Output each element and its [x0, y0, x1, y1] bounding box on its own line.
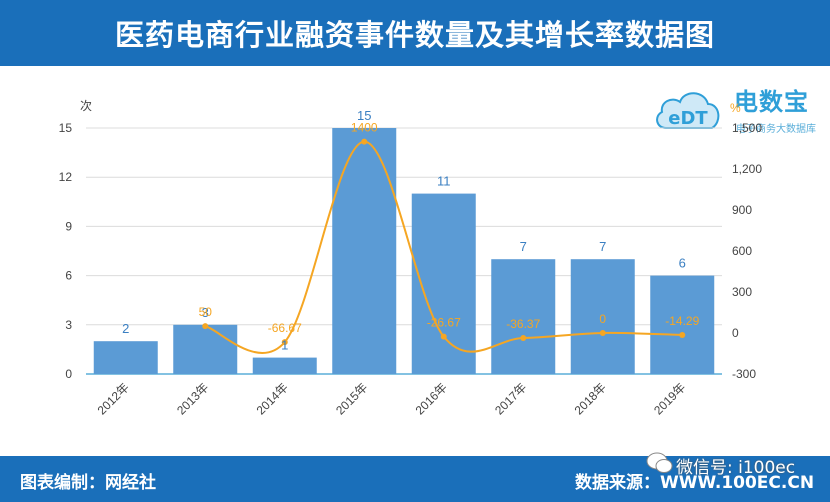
- bar-value-label: 6: [679, 256, 686, 271]
- y-right-tick-label: 1,200: [732, 162, 762, 176]
- bar: [411, 193, 476, 374]
- page-title: 医药电商行业融资事件数量及其增长率数据图: [114, 18, 715, 52]
- logo-brand: 电数宝: [734, 88, 809, 116]
- bar-value-label: 15: [357, 108, 371, 123]
- y-right-unit: %: [730, 101, 741, 115]
- y-left-unit: 次: [80, 99, 92, 113]
- line-value-label: 0: [599, 312, 606, 326]
- x-tick-label: 2018年: [572, 380, 609, 417]
- cloud-logo-icon: eDT: [656, 92, 720, 129]
- bar: [650, 275, 715, 374]
- logo-subtitle: 电子商务大数据库: [736, 124, 816, 135]
- logo-badge: eDT: [668, 108, 708, 129]
- bar-value-label: 2: [122, 321, 129, 336]
- line-value-label: -36.37: [506, 317, 540, 331]
- bar-value-label: 1: [281, 338, 288, 353]
- y-right-tick-label: 0: [732, 326, 739, 340]
- bar-value-label: 3: [202, 305, 209, 320]
- logo: eDT 电数宝 电子商务大数据库: [652, 78, 824, 138]
- bar: [252, 357, 317, 374]
- line-value-label: 1400: [351, 121, 378, 135]
- bar: [491, 259, 556, 374]
- x-tick-label: 2012年: [95, 380, 132, 417]
- y-left-tick-label: 15: [59, 121, 73, 135]
- line-value-label: -26.67: [427, 316, 461, 330]
- y-right-tick-label: -300: [732, 367, 756, 381]
- line-point: [679, 331, 686, 338]
- footer-source: 数据来源：WWW.100EC.CN: [575, 473, 815, 493]
- y-right-tick-label: 300: [732, 285, 752, 299]
- line-point: [281, 339, 288, 346]
- y-left-tick-label: 6: [65, 269, 72, 283]
- x-tick-label: 2019年: [651, 380, 688, 417]
- y-right-tick-label: 900: [732, 203, 752, 217]
- y-right-tick-label: 1,500: [732, 121, 762, 135]
- line-point: [361, 138, 368, 145]
- bar-value-label: 11: [437, 174, 451, 189]
- footer-credit: 图表编制：网经社: [20, 473, 156, 493]
- line-point: [520, 334, 527, 341]
- x-tick-label: 2013年: [174, 380, 211, 417]
- y-left-tick-label: 12: [59, 170, 73, 184]
- line-point: [202, 323, 209, 330]
- y-left-tick-label: 3: [65, 318, 72, 332]
- y-left-tick-label: 9: [65, 219, 72, 233]
- header-banner: 医药电商行业融资事件数量及其增长率数据图: [0, 0, 830, 66]
- x-tick-label: 2014年: [254, 380, 291, 417]
- line-value-label: -14.29: [665, 314, 699, 328]
- bar: [173, 324, 238, 374]
- y-right-tick-label: 600: [732, 244, 752, 258]
- bar: [93, 341, 158, 374]
- line-point: [440, 333, 447, 340]
- bar-value-label: 7: [520, 239, 527, 254]
- line-point: [599, 330, 606, 336]
- y-left-tick-label: 0: [65, 367, 72, 381]
- footer-banner: 图表编制：网经社 数据来源：WWW.100EC.CN: [0, 456, 830, 502]
- line-value-label: 50: [199, 305, 213, 319]
- wechat-icon: [646, 452, 673, 473]
- line-value-label: -66.67: [268, 321, 302, 335]
- x-tick-label: 2015年: [333, 380, 370, 417]
- bar: [332, 128, 397, 374]
- x-tick-label: 2017年: [492, 380, 529, 417]
- wechat-watermark: 微信号: i100ec: [676, 458, 796, 478]
- bar: [570, 259, 635, 374]
- bar-value-label: 7: [599, 239, 606, 254]
- x-tick-label: 2016年: [413, 380, 450, 417]
